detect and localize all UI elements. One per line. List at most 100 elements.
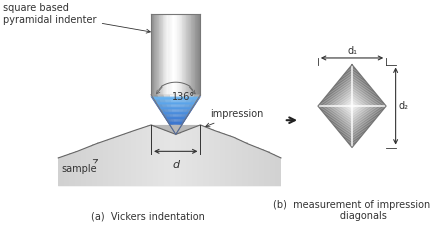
- Polygon shape: [157, 103, 195, 104]
- Polygon shape: [326, 75, 352, 106]
- Polygon shape: [156, 104, 195, 105]
- Polygon shape: [343, 94, 352, 106]
- Polygon shape: [155, 103, 196, 104]
- Polygon shape: [352, 68, 384, 106]
- Polygon shape: [172, 111, 176, 112]
- Polygon shape: [176, 110, 180, 111]
- Polygon shape: [352, 81, 372, 106]
- Polygon shape: [159, 108, 164, 109]
- Polygon shape: [161, 110, 191, 111]
- Polygon shape: [179, 123, 181, 124]
- Polygon shape: [159, 99, 165, 100]
- Polygon shape: [166, 101, 171, 102]
- Polygon shape: [178, 119, 181, 120]
- Polygon shape: [319, 106, 352, 146]
- Polygon shape: [345, 106, 352, 114]
- Polygon shape: [174, 122, 176, 123]
- Polygon shape: [170, 117, 173, 118]
- Polygon shape: [332, 106, 352, 131]
- Polygon shape: [179, 127, 180, 128]
- Polygon shape: [167, 115, 170, 116]
- Polygon shape: [168, 122, 183, 123]
- Polygon shape: [174, 130, 175, 131]
- Polygon shape: [177, 127, 178, 128]
- Polygon shape: [165, 98, 170, 99]
- Polygon shape: [352, 94, 362, 106]
- Polygon shape: [329, 106, 352, 134]
- Polygon shape: [234, 137, 248, 186]
- Polygon shape: [165, 111, 169, 112]
- Polygon shape: [185, 105, 189, 106]
- Polygon shape: [179, 126, 181, 127]
- Polygon shape: [169, 123, 183, 124]
- Polygon shape: [120, 135, 125, 186]
- Polygon shape: [158, 107, 194, 108]
- Polygon shape: [177, 130, 178, 131]
- Polygon shape: [173, 114, 176, 115]
- Polygon shape: [175, 131, 176, 132]
- Polygon shape: [209, 129, 214, 186]
- Polygon shape: [176, 128, 177, 129]
- Polygon shape: [177, 129, 178, 130]
- Polygon shape: [173, 124, 174, 125]
- Polygon shape: [169, 124, 182, 126]
- Polygon shape: [64, 155, 69, 186]
- Polygon shape: [171, 119, 174, 120]
- Polygon shape: [351, 104, 352, 106]
- Polygon shape: [352, 103, 355, 106]
- Polygon shape: [192, 99, 198, 100]
- Polygon shape: [171, 14, 172, 95]
- Polygon shape: [176, 122, 178, 123]
- Polygon shape: [343, 106, 352, 118]
- Polygon shape: [180, 120, 182, 121]
- Polygon shape: [184, 115, 188, 116]
- Polygon shape: [186, 102, 191, 103]
- Polygon shape: [188, 14, 189, 95]
- Polygon shape: [166, 119, 186, 121]
- Polygon shape: [184, 108, 188, 109]
- Polygon shape: [176, 133, 177, 134]
- Polygon shape: [183, 109, 187, 110]
- Polygon shape: [167, 107, 172, 108]
- Polygon shape: [169, 124, 182, 125]
- Polygon shape: [155, 101, 196, 102]
- Polygon shape: [172, 121, 174, 122]
- Polygon shape: [325, 73, 352, 106]
- Polygon shape: [167, 121, 185, 122]
- Polygon shape: [182, 121, 184, 122]
- Polygon shape: [183, 110, 187, 111]
- Polygon shape: [172, 110, 176, 111]
- Polygon shape: [352, 106, 379, 139]
- Polygon shape: [324, 71, 352, 106]
- Polygon shape: [173, 129, 174, 130]
- Polygon shape: [168, 108, 172, 109]
- Polygon shape: [352, 106, 357, 113]
- Polygon shape: [176, 129, 177, 130]
- Polygon shape: [182, 119, 185, 120]
- Polygon shape: [188, 108, 192, 109]
- Polygon shape: [180, 106, 185, 107]
- Polygon shape: [162, 14, 163, 95]
- Polygon shape: [174, 129, 175, 130]
- Polygon shape: [152, 98, 200, 99]
- Polygon shape: [182, 95, 188, 96]
- Polygon shape: [158, 95, 164, 96]
- Polygon shape: [151, 125, 176, 186]
- Polygon shape: [170, 116, 173, 117]
- Polygon shape: [182, 115, 185, 116]
- Polygon shape: [136, 129, 142, 186]
- Polygon shape: [176, 120, 178, 121]
- Polygon shape: [253, 147, 259, 186]
- Polygon shape: [159, 107, 193, 108]
- Polygon shape: [169, 14, 170, 95]
- Polygon shape: [181, 118, 183, 119]
- Polygon shape: [180, 125, 182, 126]
- Polygon shape: [158, 14, 159, 95]
- Polygon shape: [178, 125, 180, 126]
- Polygon shape: [181, 131, 186, 186]
- Polygon shape: [152, 96, 200, 97]
- Polygon shape: [172, 14, 173, 95]
- Polygon shape: [174, 14, 175, 95]
- Polygon shape: [185, 113, 189, 114]
- Polygon shape: [174, 131, 175, 132]
